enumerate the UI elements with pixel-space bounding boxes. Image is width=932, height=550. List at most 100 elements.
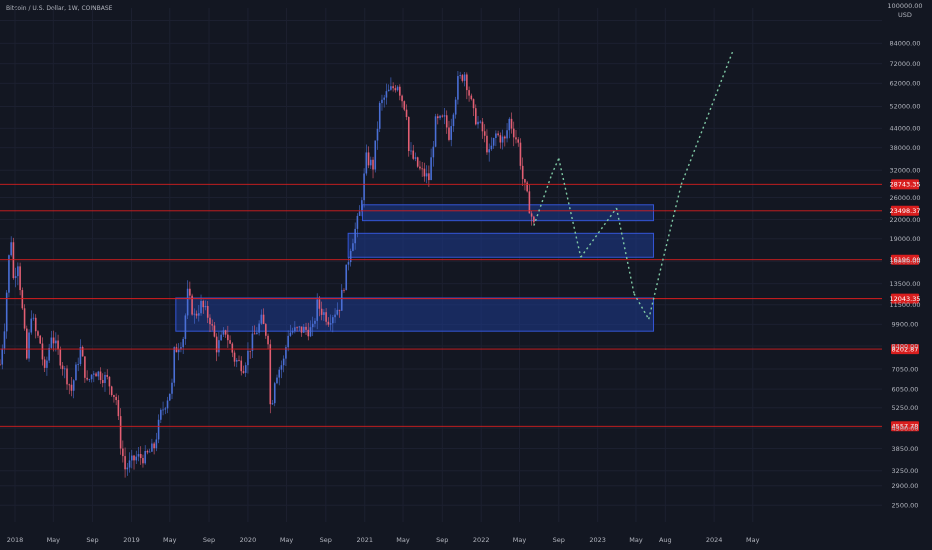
projection-segment — [681, 50, 733, 185]
candle — [216, 337, 218, 353]
candle — [508, 119, 510, 130]
candle — [388, 90, 390, 91]
candle — [513, 129, 515, 138]
candle — [381, 100, 383, 103]
candle — [258, 324, 260, 333]
candle — [147, 451, 149, 452]
candle — [209, 318, 211, 324]
candle — [169, 394, 171, 401]
y-tick-label: 4500.00 — [892, 424, 919, 432]
x-tick-label: Aug — [659, 536, 672, 544]
candle — [205, 306, 207, 307]
candle — [278, 370, 280, 378]
candle — [341, 290, 343, 311]
candle — [325, 312, 327, 322]
level-label: 28743.35 — [889, 181, 920, 189]
candle — [363, 173, 365, 200]
y-tick-label: 13500.00 — [889, 280, 920, 288]
candle — [343, 290, 345, 291]
candle — [111, 386, 113, 395]
candle — [153, 444, 155, 449]
candle — [475, 108, 477, 124]
candle — [316, 299, 318, 320]
candle — [53, 338, 55, 344]
candle — [504, 137, 506, 139]
candle — [370, 160, 372, 166]
candle — [30, 319, 32, 333]
candle — [1, 348, 3, 364]
candle — [17, 266, 19, 276]
x-axis[interactable]: 2018 May Sep 2019 May Sep 2020 May Sep 2021 May Sep… — [7, 536, 760, 544]
candle — [435, 116, 437, 146]
candle — [276, 378, 278, 384]
y-tick-label: 2500.00 — [892, 502, 919, 510]
candle — [336, 310, 338, 315]
candle — [439, 116, 441, 118]
candle — [314, 321, 316, 324]
candle — [421, 168, 423, 169]
candle — [408, 117, 410, 151]
candle — [290, 333, 292, 336]
candle — [332, 317, 334, 323]
candle — [51, 338, 53, 348]
x-tick-label: May — [513, 536, 527, 544]
candle — [24, 308, 26, 328]
candle — [100, 372, 102, 380]
y-tick-label: 62000.00 — [889, 80, 920, 88]
candle — [272, 403, 274, 404]
candle — [495, 133, 497, 137]
candle — [73, 380, 75, 390]
candle — [305, 327, 307, 330]
candle — [269, 344, 271, 404]
candle — [33, 318, 35, 319]
y-tick-label: 11500.00 — [889, 301, 920, 309]
candle — [345, 265, 347, 290]
candle — [323, 312, 325, 315]
candle — [397, 87, 399, 90]
x-tick-label: May — [746, 536, 760, 544]
candle — [144, 451, 146, 463]
candle — [93, 374, 95, 375]
x-tick-label: Sep — [436, 536, 448, 544]
candle — [46, 361, 48, 368]
candle — [4, 331, 6, 348]
candle — [91, 375, 93, 380]
candle — [419, 167, 421, 169]
candle — [357, 216, 359, 229]
candle — [106, 375, 108, 377]
candle — [256, 333, 258, 334]
candle — [383, 98, 385, 100]
candle — [453, 115, 455, 127]
candle — [171, 383, 173, 394]
candle — [140, 454, 142, 458]
candle — [348, 262, 350, 265]
candle — [334, 315, 336, 318]
candle — [120, 416, 122, 448]
candle — [533, 217, 535, 223]
candle — [211, 324, 213, 325]
candle — [75, 365, 77, 381]
x-tick-label: Sep — [320, 536, 332, 544]
candle — [296, 327, 298, 328]
candle — [486, 136, 488, 153]
candle — [176, 347, 178, 352]
candle — [173, 347, 175, 383]
candle — [198, 313, 200, 315]
x-tick-label: 2024 — [706, 536, 723, 544]
candle — [10, 242, 12, 255]
candle — [42, 344, 44, 360]
candle — [129, 460, 131, 467]
y-tick-label: 16000.00 — [889, 258, 920, 266]
candle — [77, 364, 79, 365]
candle — [401, 96, 403, 102]
candle — [80, 347, 82, 364]
x-tick-label: 2020 — [240, 536, 257, 544]
candle — [113, 395, 115, 397]
candle — [225, 330, 227, 334]
y-tick-label: 5250.00 — [892, 404, 919, 412]
y-tick-label: 38000.00 — [889, 144, 920, 152]
candle — [390, 86, 392, 90]
candle — [189, 289, 191, 296]
